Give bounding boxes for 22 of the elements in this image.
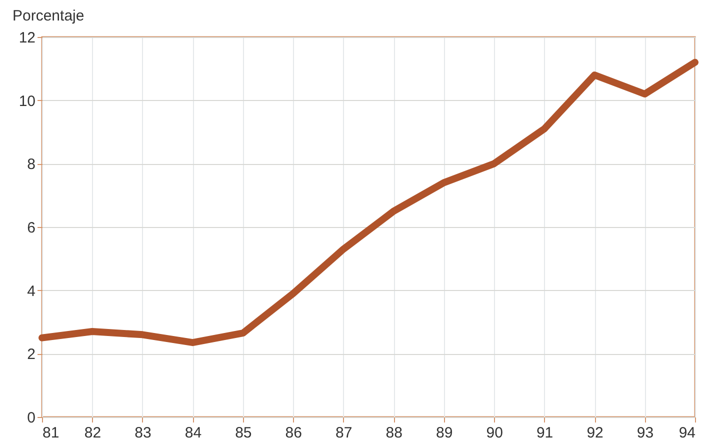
- x-tick-label: 83: [134, 424, 152, 442]
- y-tick-label: 2: [27, 346, 36, 364]
- x-tick-label: 91: [536, 424, 554, 442]
- x-tick-label: 86: [285, 424, 302, 442]
- x-tick-label: 94: [678, 424, 696, 442]
- y-tick-label: 10: [18, 92, 36, 110]
- x-tick-label: 85: [235, 424, 252, 442]
- x-tick-label: 81: [42, 424, 60, 442]
- y-tick-label: 4: [27, 282, 36, 300]
- y-tick-label: 0: [27, 410, 36, 426]
- y-tick-label: 6: [27, 220, 36, 236]
- y-axis-title: Porcentaje: [12, 8, 84, 24]
- y-tick-label: 12: [18, 30, 36, 46]
- x-tick-label: 93: [636, 424, 654, 442]
- x-tick-label: 92: [586, 424, 604, 442]
- x-tick-label: 84: [184, 424, 202, 442]
- x-tick-label: 88: [386, 424, 402, 442]
- x-tick-label: 89: [436, 424, 453, 442]
- x-tick-label: 82: [84, 424, 102, 442]
- y-tick-label: 8: [27, 156, 36, 174]
- x-tick-label: 90: [486, 424, 503, 442]
- x-tick-label: 87: [336, 424, 352, 442]
